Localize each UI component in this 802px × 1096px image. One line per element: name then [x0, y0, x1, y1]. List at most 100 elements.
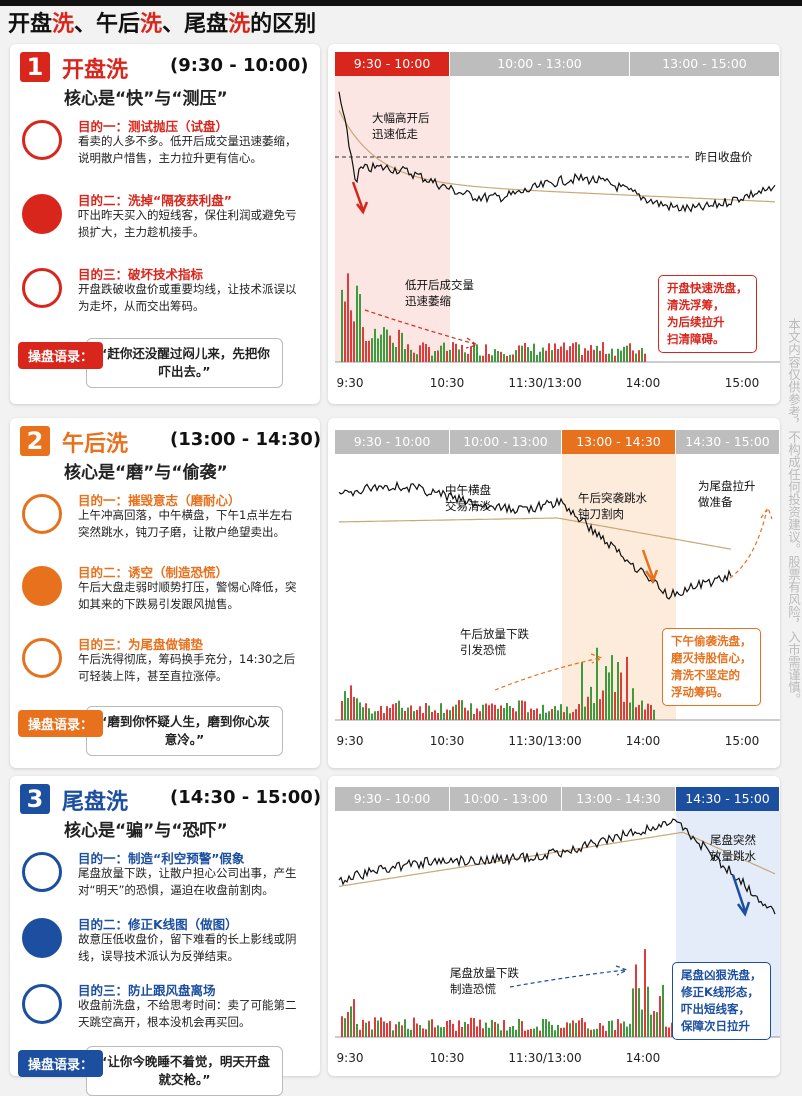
- volume-bar: [521, 345, 523, 362]
- title-part: 开盘: [8, 12, 53, 37]
- volume-bar: [353, 999, 355, 1037]
- section-number: 1: [20, 52, 50, 82]
- time-tab: 13:00 - 14:30: [562, 430, 675, 454]
- volume-bar: [383, 1021, 385, 1037]
- volume-bar: [497, 351, 499, 362]
- volume-bar: [467, 353, 469, 362]
- volume-bar: [524, 1030, 526, 1037]
- volume-bar: [593, 1029, 595, 1037]
- active-region: [335, 76, 450, 362]
- volume-bar: [458, 1020, 460, 1037]
- volume-bar: [494, 349, 496, 362]
- volume-bar: [611, 655, 613, 720]
- volume-bar: [407, 1028, 409, 1037]
- annotation-line: 迅速萎缩: [405, 294, 451, 308]
- volume-bar: [539, 1030, 541, 1037]
- time-tab: 10:00 - 13:00: [450, 430, 561, 454]
- volume-bar: [449, 710, 451, 720]
- volume-bar: [584, 1022, 586, 1037]
- x-label: 14:00: [625, 376, 661, 390]
- volume-bar: [392, 1030, 394, 1037]
- volume-bar: [491, 1019, 493, 1037]
- volume-bar: [416, 709, 418, 720]
- volume-bar: [482, 704, 484, 720]
- purpose-icon: [22, 984, 62, 1024]
- time-tab: 14:30 - 15:00: [676, 430, 779, 454]
- volume-bar: [437, 350, 439, 362]
- volume-bar: [527, 1029, 529, 1037]
- title-part: 洗: [140, 12, 163, 37]
- volume-bar: [371, 1029, 373, 1037]
- volume-bar: [389, 335, 391, 362]
- time-tab: 13:00 - 14:30: [562, 787, 675, 811]
- volume-bar: [449, 349, 451, 362]
- volume-bar: [476, 344, 478, 362]
- volume-bar: [614, 1029, 616, 1037]
- volume-bar: [560, 704, 562, 720]
- dashed-arrow: [509, 965, 629, 988]
- volume-bar: [623, 701, 625, 720]
- volume-bar: [428, 347, 430, 362]
- price-line: [338, 818, 776, 915]
- volume-bar: [434, 1027, 436, 1037]
- volume-bar: [437, 712, 439, 720]
- volume-bar: [533, 710, 535, 720]
- volume-bar: [587, 350, 589, 362]
- volume-bar: [470, 346, 472, 362]
- left-card: [10, 776, 320, 1076]
- x-label: 10:30: [429, 734, 465, 748]
- volume-bar: [584, 348, 586, 362]
- volume-bar: [350, 685, 352, 720]
- volume-bar: [359, 294, 361, 362]
- annotation-line: 午后放量下跌: [460, 627, 529, 641]
- purpose-text: 开盘跌破收盘价或重要均线，让技术派误以为走坏，从而交出筹码。: [78, 282, 297, 313]
- volume-bar: [605, 1030, 607, 1037]
- volume-bar: [413, 1017, 415, 1037]
- volume-bar: [443, 342, 445, 362]
- volume-bar: [530, 350, 532, 362]
- annotation: 为尾盘拉升 做准备: [698, 478, 756, 510]
- volume-bar: [404, 349, 406, 362]
- purpose-label: 目的二：修正K线图（做图）: [78, 917, 238, 932]
- volume-bar: [389, 707, 391, 720]
- note-line: 尾盘凶狠洗盘，: [681, 968, 762, 982]
- volume-bar: [476, 1026, 478, 1037]
- volume-bar: [563, 1027, 565, 1037]
- volume-bar: [620, 672, 622, 720]
- volume-bar: [401, 1025, 403, 1037]
- volume-bar: [527, 712, 529, 720]
- annotation-line: 为尾盘拉升: [698, 479, 756, 493]
- volume-bar: [404, 710, 406, 720]
- volume-bar: [464, 1022, 466, 1037]
- volume-bar: [494, 1022, 496, 1037]
- volume-bar: [641, 1009, 643, 1037]
- annotation: 昨日收盘价: [695, 149, 753, 165]
- purpose-icon: [22, 852, 62, 892]
- volume-bar: [632, 688, 634, 720]
- volume-bar: [635, 353, 637, 362]
- volume-bar: [524, 701, 526, 720]
- volume-bar: [566, 1022, 568, 1037]
- x-label: 14:00: [625, 734, 661, 748]
- volume-bar: [425, 703, 427, 720]
- time-tab: 9:30 - 10:00: [335, 52, 449, 76]
- volume-bar: [557, 349, 559, 362]
- volume-bar: [362, 707, 364, 720]
- annotation-line: 迅速低走: [372, 127, 418, 141]
- volume-bar: [401, 332, 403, 362]
- quote-box: “磨到你怀疑人生，磨到你心灰意冷。”: [86, 706, 283, 756]
- x-label: 9:30: [336, 734, 364, 748]
- chart-svg: [335, 454, 780, 721]
- note-box: 开盘快速洗盘， 清洗浮筹， 为后续拉升 扫清障碍。: [658, 275, 757, 353]
- volume-bar: [599, 699, 601, 720]
- volume-bar: [608, 353, 610, 362]
- volume-bar: [569, 1023, 571, 1037]
- volume-bar: [359, 1029, 361, 1037]
- volume-bar: [632, 350, 634, 362]
- volume-bar: [629, 702, 631, 720]
- disclaimer: 本文内容仅供参考，不构成任何投资建议。股票有风险，入市需谨慎。: [786, 318, 801, 706]
- volume-bar: [410, 705, 412, 720]
- volume-bar: [479, 711, 481, 720]
- quote-label: 操盘语录：: [18, 710, 104, 737]
- volume-bar: [593, 349, 595, 362]
